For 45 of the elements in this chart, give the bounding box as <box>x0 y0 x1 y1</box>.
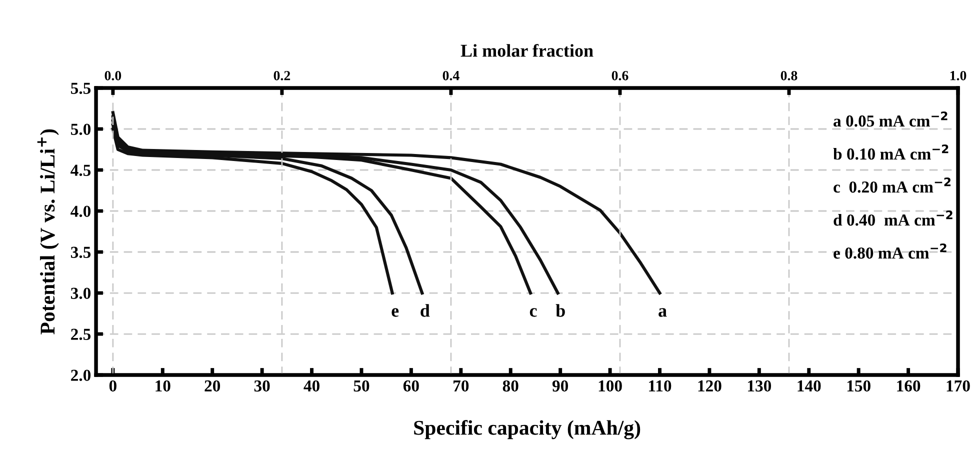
annotation: a 0.05 mA cm$^{−2}$ <box>834 111 948 127</box>
x-tick-label: 140 <box>798 380 821 392</box>
x2-tick-label: 0.6 <box>612 70 628 80</box>
y-tick-label: 3.0 <box>70 288 91 300</box>
x-tick-label: 70 <box>454 380 469 392</box>
series-label: b <box>556 304 565 317</box>
x-tick-label: 60 <box>403 380 419 392</box>
x-tick-label: 130 <box>748 380 772 392</box>
x-tick-label: 50 <box>354 380 370 392</box>
x-tick-label: 80 <box>502 380 518 392</box>
y-axis-title: Potential (V vs. Li/Li$^{+}$) <box>37 129 59 334</box>
x-tick-label: 30 <box>254 380 270 392</box>
y-tick-label: 2.0 <box>71 370 91 382</box>
x2-tick-label: 0.2 <box>274 70 290 80</box>
x-tick-label: 0 <box>109 380 116 392</box>
x-tick-label: 160 <box>897 380 920 392</box>
x-tick-label: 170 <box>946 380 970 392</box>
x2-tick-label: 0.8 <box>780 70 798 80</box>
y-tick-label: 3.5 <box>70 246 91 258</box>
x-tick-label: 120 <box>698 380 722 392</box>
x2-tick-label: 0.0 <box>104 70 122 80</box>
x-tick-label: 100 <box>598 380 622 392</box>
x-tick-label: 40 <box>304 380 320 392</box>
y-tick-label: 5.5 <box>71 82 91 94</box>
annotation: e 0.80 mA cm$^{−2}$ <box>834 244 946 259</box>
y-tick-label: 4.5 <box>70 164 91 176</box>
x-axis-title: Specific capacity (mAh/g) <box>414 420 640 440</box>
annotation: b 0.10 mA cm$^{−2}$ <box>833 144 948 160</box>
annotation: d 0.40 mA cm$^{−2}$ <box>834 210 952 226</box>
series-label: c <box>530 308 537 317</box>
series-label: e <box>392 308 399 317</box>
y-tick-label: 5.0 <box>71 124 91 136</box>
x-tick-label: 20 <box>204 380 220 392</box>
x2-tick-label: 0.4 <box>442 70 460 80</box>
x2-tick-label: 1.0 <box>950 70 966 80</box>
x-tick-label: 90 <box>552 380 568 392</box>
x-tick-label: 110 <box>649 380 672 392</box>
series-label: d <box>420 304 430 317</box>
x-tick-label: 150 <box>847 380 870 392</box>
annotation: c 0.20 mA cm$^{−2}$ <box>834 177 950 193</box>
x-tick-label: 10 <box>156 380 170 392</box>
x2-axis-title: Li molar fraction <box>460 44 594 57</box>
y-tick-label: 2.5 <box>71 328 91 340</box>
series-label: a <box>658 308 667 317</box>
y-tick-label: 4.0 <box>70 206 91 218</box>
